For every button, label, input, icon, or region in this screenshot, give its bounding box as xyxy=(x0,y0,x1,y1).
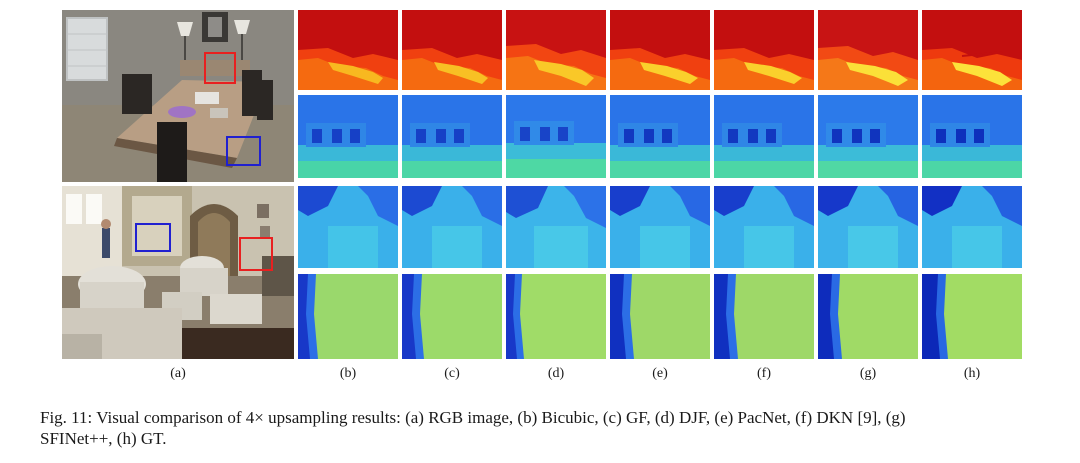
depth-crop-e-row2 xyxy=(610,95,710,178)
depth-crop-d-row2 xyxy=(506,95,606,178)
blue-highlight-box xyxy=(135,223,171,252)
depth-crop-b-row1 xyxy=(298,10,398,90)
sublabel-c: (c) xyxy=(444,366,460,381)
depth-crop-h-row1 xyxy=(922,10,1022,90)
depth-crop-b-row2 xyxy=(298,95,398,178)
depth-crop-c-row3 xyxy=(402,186,502,268)
depth-crop-b-row4 xyxy=(298,274,398,359)
depth-crop-e-row4 xyxy=(610,274,710,359)
depth-crop-f-row4 xyxy=(714,274,814,359)
depth-crop-h-row2 xyxy=(922,95,1022,178)
sublabel-g: (g) xyxy=(859,366,877,381)
rgb-image-living-room xyxy=(62,186,294,359)
depth-crop-c-row4 xyxy=(402,274,502,359)
depth-crop-g-row2 xyxy=(818,95,918,178)
depth-crop-h-row4 xyxy=(922,274,1022,359)
depth-crop-f-row3 xyxy=(714,186,814,268)
red-highlight-box xyxy=(239,237,273,271)
depth-crop-b-row3 xyxy=(298,186,398,268)
sublabel-h: (h) xyxy=(963,366,981,381)
depth-crop-f-row1 xyxy=(714,10,814,90)
depth-crop-d-row3 xyxy=(506,186,606,268)
depth-crop-d-row4 xyxy=(506,274,606,359)
red-highlight-box xyxy=(204,52,236,84)
depth-crop-g-row1 xyxy=(818,10,918,90)
depth-crop-c-row2 xyxy=(402,95,502,178)
figure-caption: Fig. 11: Visual comparison of 4× upsampl… xyxy=(40,407,1065,449)
depth-crop-e-row1 xyxy=(610,10,710,90)
depth-crop-e-row3 xyxy=(610,186,710,268)
sublabel-f: (f) xyxy=(757,366,771,381)
rgb-image-dining-room xyxy=(62,10,294,182)
depth-crop-c-row1 xyxy=(402,10,502,90)
depth-crop-d-row1 xyxy=(506,10,606,90)
depth-crop-g-row3 xyxy=(818,186,918,268)
caption-line-2: SFINet++, (h) GT. xyxy=(40,429,167,448)
depth-crop-h-row3 xyxy=(922,186,1022,268)
sublabel-d: (d) xyxy=(547,366,565,381)
sublabel-a: (a) xyxy=(170,366,186,381)
sublabel-e: (e) xyxy=(652,366,668,381)
sublabel-b: (b) xyxy=(339,366,357,381)
depth-crop-g-row4 xyxy=(818,274,918,359)
depth-crop-f-row2 xyxy=(714,95,814,178)
blue-highlight-box xyxy=(226,136,261,166)
caption-line-1: Fig. 11: Visual comparison of 4× upsampl… xyxy=(40,408,906,427)
